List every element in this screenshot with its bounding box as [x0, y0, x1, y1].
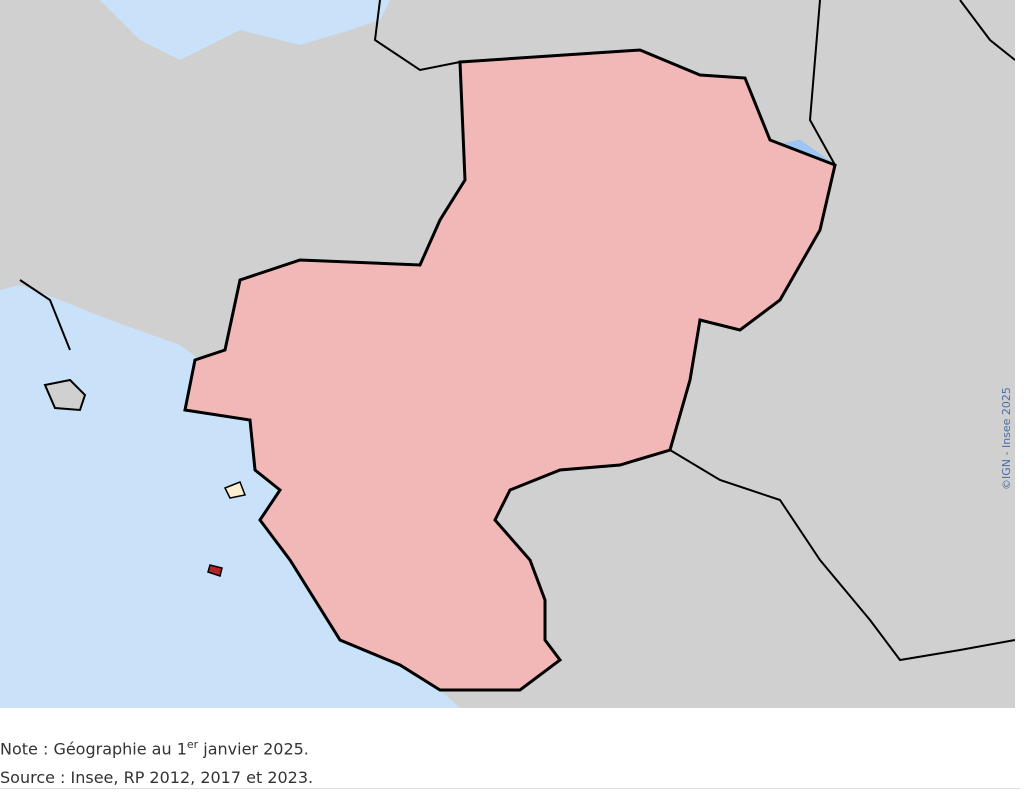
copyright: ©IGN - Insee 2025	[1000, 387, 1013, 490]
note: Note : Géographie au 1er janvier 2025.	[0, 738, 309, 758]
note-text: janvier 2025.	[198, 739, 309, 759]
note-sup: er	[186, 738, 199, 751]
department-borders	[19, 0, 1015, 662]
island	[223, 481, 247, 499]
map	[0, 0, 1015, 708]
sea	[100, 0, 390, 60]
source: Source : Insee, RP 2012, 2017 et 2023.	[0, 768, 314, 787]
island	[43, 378, 87, 412]
note-text: Note : Géographie au 1	[0, 739, 187, 759]
island	[207, 564, 223, 577]
separator	[0, 788, 1020, 789]
